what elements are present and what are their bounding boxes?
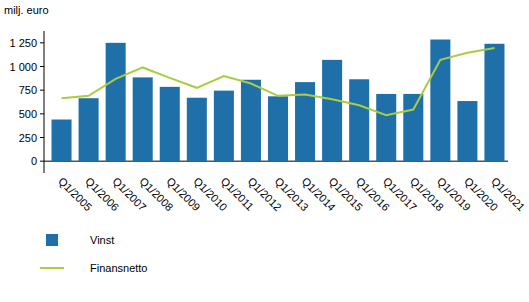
y-tick-label: 1 000 — [9, 61, 37, 73]
bar — [106, 43, 126, 161]
y-tick-label: 750 — [19, 84, 37, 96]
y-tick — [40, 90, 44, 91]
y-tick — [40, 66, 44, 67]
y-tick-label: 250 — [19, 132, 37, 144]
bar — [79, 98, 99, 161]
y-tick — [40, 161, 44, 162]
y-axis-title: milj. euro — [4, 4, 49, 16]
x-tick-label: Q1/2021 — [489, 175, 527, 213]
bar — [133, 77, 153, 161]
y-tick-label: 1 250 — [9, 37, 37, 49]
chart: milj. euro02505007501 0001 250Q1/2005Q1/… — [0, 0, 529, 302]
bar — [160, 87, 180, 161]
legend-label: Finansnetto — [90, 262, 147, 274]
bar — [214, 91, 234, 162]
y-axis-line — [44, 31, 45, 173]
bar — [52, 120, 72, 162]
y-tick — [40, 137, 44, 138]
y-tick — [40, 42, 44, 43]
bar — [349, 79, 369, 161]
legend-swatch — [40, 267, 64, 269]
y-tick-label: 0 — [31, 155, 37, 167]
bar — [241, 80, 261, 161]
plot-area — [52, 40, 505, 162]
y-tick-label: 500 — [19, 108, 37, 120]
bar — [268, 96, 288, 161]
legend-swatch — [46, 234, 58, 246]
bar — [484, 44, 504, 161]
y-tick — [40, 113, 44, 114]
legend-label: Vinst — [90, 234, 114, 246]
bar — [457, 101, 477, 161]
bar — [322, 60, 342, 161]
bar — [403, 94, 423, 161]
line — [62, 48, 495, 115]
bar — [187, 98, 207, 161]
bar — [376, 94, 396, 161]
